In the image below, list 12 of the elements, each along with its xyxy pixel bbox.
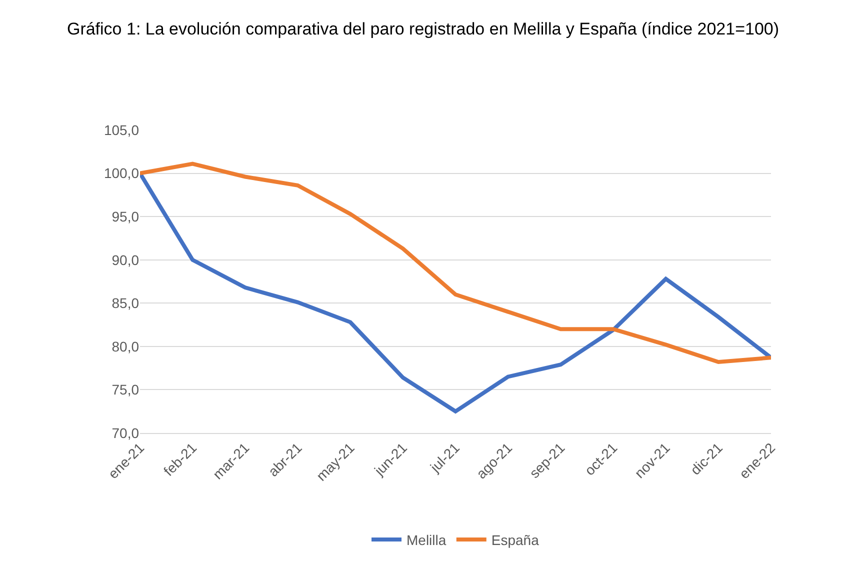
chart-title: Gráfico 1: La evolución comparativa del paro registrado en Melilla y España (índice 2021=100) (66, 20, 780, 39)
legend-label: Melilla (406, 532, 446, 548)
legend-label: España (491, 532, 540, 548)
y-tick-label: 75,0 (112, 382, 140, 398)
y-tick-label: 80,0 (112, 338, 140, 354)
y-tick-label: 105,0 (104, 122, 140, 138)
y-tick-label: 85,0 (112, 295, 140, 312)
y-tick-label: 70,0 (112, 424, 140, 441)
y-tick-label: 90,0 (112, 252, 140, 268)
y-tick-label: 100,0 (104, 165, 140, 182)
line-series (140, 162, 771, 364)
y-tick-label: 95,0 (112, 208, 140, 224)
